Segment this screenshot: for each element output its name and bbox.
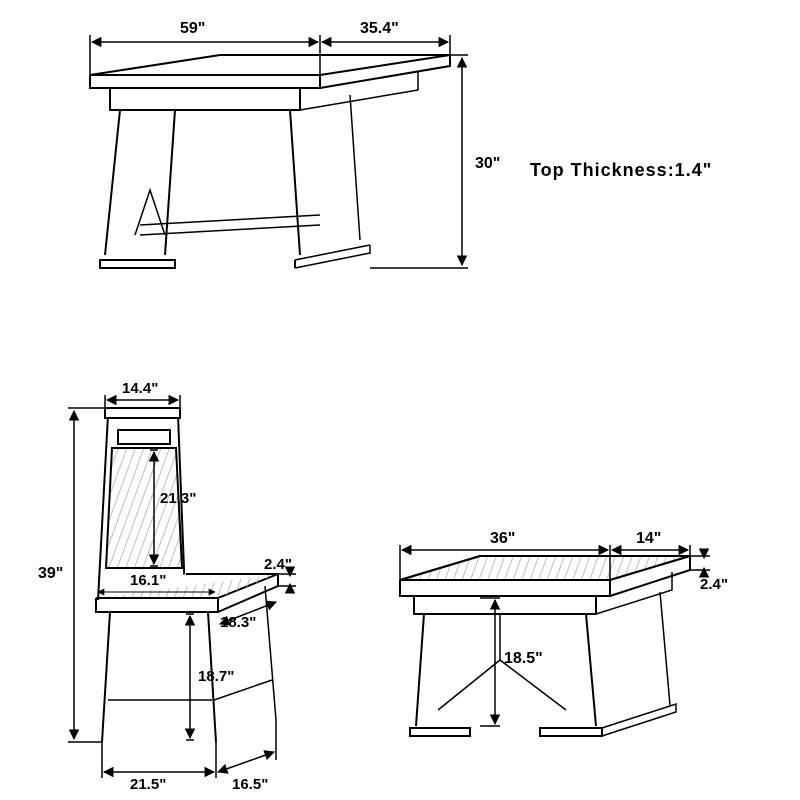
chair-foot-depth-label: 16.5"	[232, 776, 268, 793]
table-width-label: 59"	[180, 20, 205, 38]
table-height-label: 30"	[475, 155, 500, 173]
chair-foot-width-label: 21.5"	[130, 776, 166, 793]
chair-drawing	[96, 408, 278, 742]
diagram-svg	[0, 0, 800, 800]
bench-width-label: 36"	[490, 530, 515, 548]
chair-leg-height-label: 18.7"	[198, 668, 234, 685]
bench-seat-thick-label: 2.4"	[700, 576, 728, 593]
chair-seat-width-label: 16.1"	[130, 572, 166, 589]
bench-depth-label: 14"	[636, 530, 661, 548]
chair-seat-thick-label: 2.4"	[264, 556, 292, 573]
furniture-dimensions-diagram: Top Thickness:1.4" 59" 35.4" 30" 14.4" 2…	[0, 0, 800, 800]
table-drawing	[90, 55, 450, 268]
bench-drawing	[400, 556, 690, 736]
table-depth-label: 35.4"	[360, 20, 399, 38]
chair-overall-height-label: 39"	[38, 565, 63, 583]
chair-back-height-label: 21.3"	[160, 490, 196, 507]
bench-height-label: 18.5"	[504, 650, 543, 668]
top-thickness-note: Top Thickness:1.4"	[530, 160, 712, 181]
chair-top-width-label: 14.4"	[122, 380, 158, 397]
chair-seat-depth-label: 18.3"	[220, 614, 256, 631]
